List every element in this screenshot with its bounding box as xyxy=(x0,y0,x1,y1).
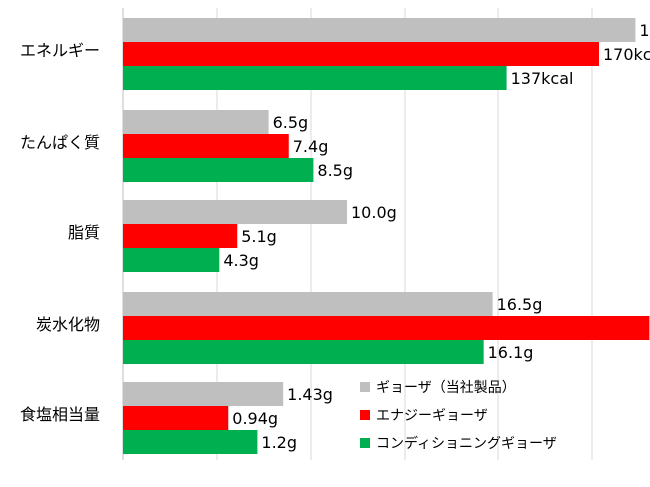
data-label: 137kcal xyxy=(511,69,574,88)
bar xyxy=(123,66,507,90)
data-label: 5.1g xyxy=(241,227,277,246)
category-label: 脂質 xyxy=(68,223,100,242)
data-label: 10.0g xyxy=(351,203,397,222)
bar xyxy=(123,224,238,248)
data-labels: 183kcal 170kcal 137kcal 6.5g 7.4g 8.5g 10.0g 5.… xyxy=(223,21,650,452)
category-label: 食塩相当量 xyxy=(20,405,100,424)
bar xyxy=(123,158,314,182)
bar xyxy=(123,316,650,340)
data-label: 16.1g xyxy=(488,343,534,362)
category-label: エネルギー xyxy=(20,41,100,60)
bar xyxy=(123,430,258,454)
bar xyxy=(123,200,347,224)
bar xyxy=(123,134,289,158)
legend-swatch xyxy=(360,410,370,420)
bar xyxy=(123,110,269,134)
legend-swatch xyxy=(360,382,370,392)
category-label: たんぱく質 xyxy=(20,133,100,152)
data-label: 4.3g xyxy=(223,251,259,270)
data-label: 183kcal xyxy=(639,21,650,40)
bar xyxy=(123,18,636,42)
bar xyxy=(123,382,284,406)
data-label: 1.2g xyxy=(261,433,297,452)
legend-label: コンディショニングギョーザ xyxy=(376,435,557,452)
legend-swatch xyxy=(360,438,370,448)
data-label: 8.5g xyxy=(317,161,353,180)
category-label: 炭水化物 xyxy=(36,315,100,334)
data-label: 1.43g xyxy=(287,385,333,404)
data-label: 6.5g xyxy=(273,113,309,132)
bar xyxy=(123,248,220,272)
bar xyxy=(123,292,493,316)
bar xyxy=(123,340,484,364)
bar xyxy=(123,406,229,430)
data-label: 170kcal xyxy=(603,45,650,64)
data-label: 0.94g xyxy=(232,409,278,428)
legend-label: ギョーザ（当社製品） xyxy=(376,380,516,396)
bar xyxy=(123,42,599,66)
legend-label: エナジーギョーザ xyxy=(376,408,488,424)
bars xyxy=(123,18,650,454)
data-label: 7.4g xyxy=(293,137,329,156)
data-label: 16.5g xyxy=(497,295,543,314)
